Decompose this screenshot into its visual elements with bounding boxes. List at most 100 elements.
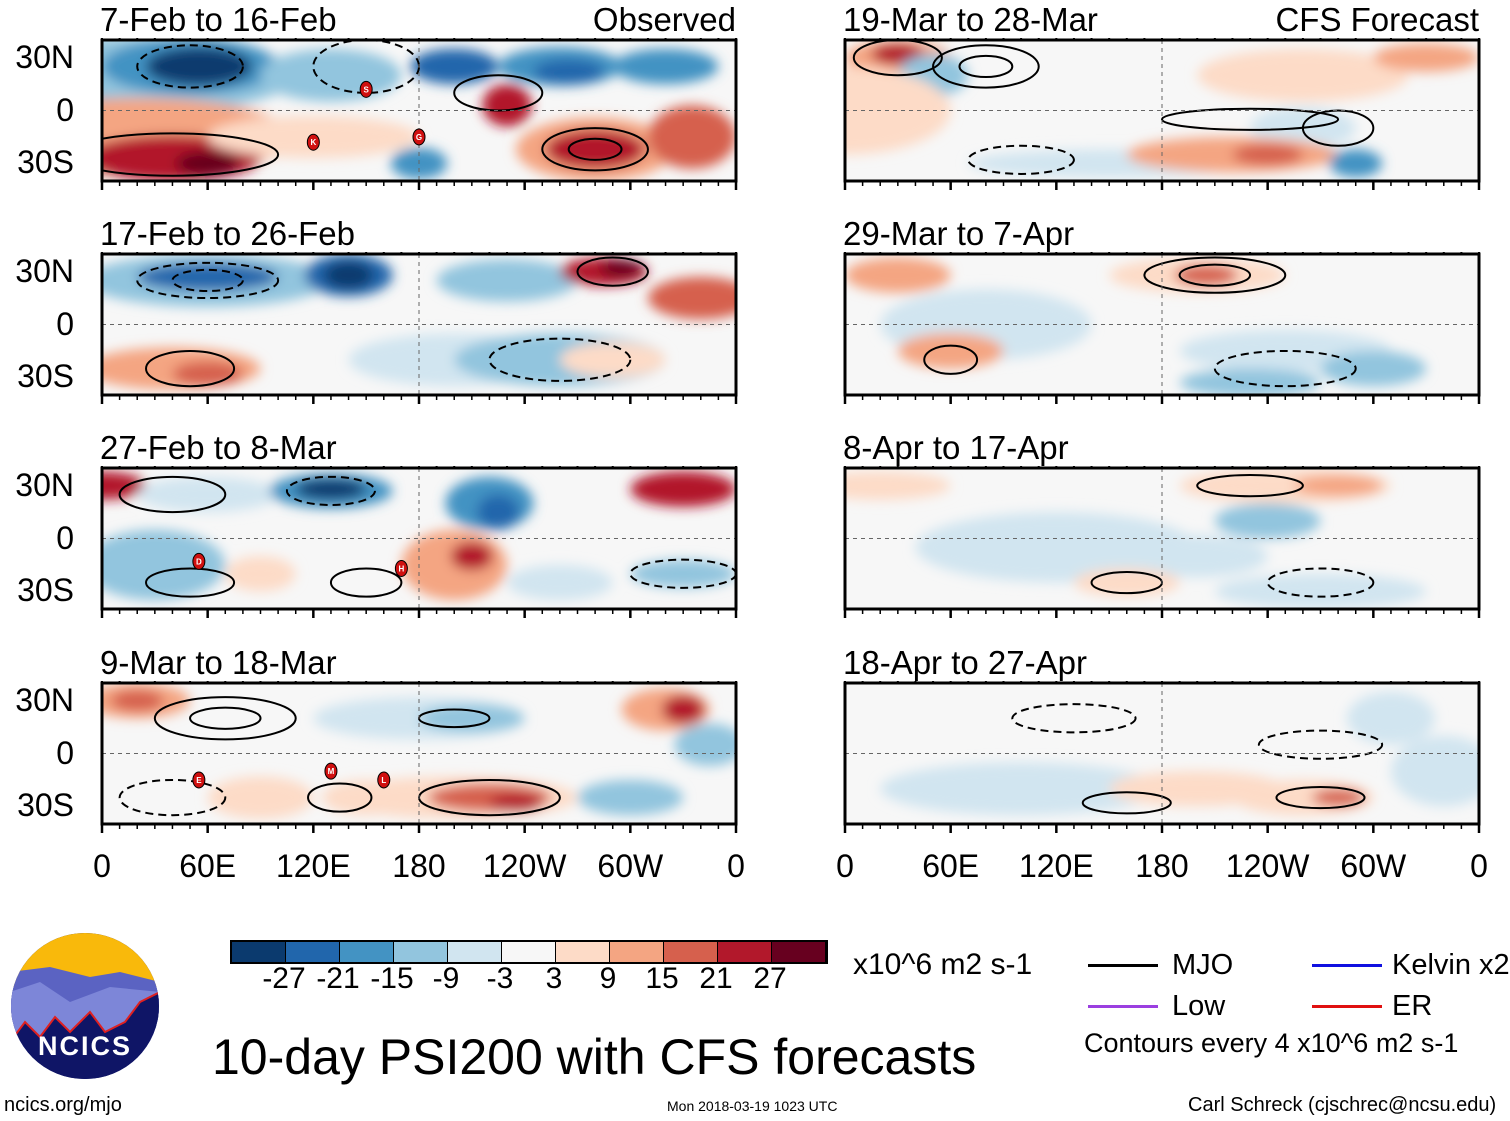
svg-text:L: L — [381, 776, 386, 785]
y-tick-label: 30S — [17, 144, 74, 181]
anomaly-blob — [630, 471, 736, 507]
y-tick-label: 0 — [56, 734, 74, 771]
panel-title: 29-Mar to 7-Apr — [843, 215, 1075, 252]
mjo-contour — [852, 40, 943, 77]
storm-marker-icon: H — [394, 559, 408, 577]
legend-kelvin: Kelvin x2 — [1392, 949, 1510, 981]
anomaly-blob — [450, 542, 493, 571]
anomaly-blob — [1294, 475, 1383, 497]
mjo-contour — [1178, 263, 1252, 287]
legend-low: Low — [1172, 990, 1226, 1022]
colorbar-swatch — [340, 942, 394, 962]
x-tick-label: 120E — [275, 848, 351, 884]
x-tick-label: 180 — [1135, 848, 1189, 884]
y-tick-label: 30N — [15, 252, 74, 289]
legend-er-line — [1312, 1005, 1382, 1008]
anomaly-blob — [1346, 691, 1435, 745]
colorbar-label: -9 — [432, 962, 460, 995]
anomaly-blob — [137, 262, 279, 292]
mjo-contour — [136, 261, 280, 300]
contour-note: Contours every 4 x10^6 m2 s-1 — [1084, 1028, 1459, 1058]
mjo-contour — [1266, 567, 1375, 598]
figure-title: 10-day PSI200 with CFS forecasts — [212, 1029, 977, 1085]
storm-marker-icon: K — [306, 133, 320, 151]
anomaly-blob — [482, 84, 532, 127]
y-tick-label: 30S — [17, 787, 74, 824]
anomaly-blob — [507, 564, 613, 601]
storm-marker-icon: D — [192, 552, 206, 570]
colorbar-label: -21 — [316, 962, 360, 995]
anomaly-blob — [612, 48, 719, 85]
storm-marker-icon: M — [324, 762, 338, 780]
mjo-contour — [923, 344, 979, 375]
map-panel — [843, 38, 1481, 190]
svg-text:M: M — [328, 767, 335, 776]
x-tick-label: 120W — [482, 848, 567, 884]
mjo-contour — [118, 475, 227, 514]
y-tick-label: 0 — [56, 519, 74, 556]
map-panel — [100, 252, 738, 404]
legend-mjo-line — [1088, 964, 1158, 967]
mjo-contour — [576, 256, 649, 287]
anomaly-blob — [102, 529, 226, 601]
panel-title: 7-Feb to 16-Feb — [100, 1, 337, 38]
panel-title: 9-Mar to 18-Mar — [100, 644, 337, 681]
anomaly-blob — [533, 59, 604, 85]
mjo-contour — [1196, 474, 1304, 498]
mjo-contour — [1081, 791, 1172, 815]
panel-title: 8-Apr to 17-Apr — [843, 429, 1069, 466]
colorbar-label: 15 — [645, 962, 679, 995]
mjo-contour — [102, 132, 280, 177]
anomaly-blob — [1179, 368, 1321, 395]
anomaly-blob — [1174, 264, 1238, 286]
panel-tag: CFS Forecast — [1275, 1, 1479, 38]
svg-text:S: S — [363, 85, 369, 94]
anomaly-blob — [1329, 149, 1383, 178]
anomaly-blob — [110, 690, 164, 712]
colorbar-swatch — [610, 942, 664, 962]
colorbar-label: 9 — [599, 962, 617, 995]
anomaly-blob — [102, 471, 147, 500]
colorbar-swatch — [232, 942, 286, 962]
x-tick-label: 0 — [1470, 848, 1488, 884]
colorbar-swatch — [718, 942, 772, 962]
map-panel — [843, 252, 1481, 404]
anomaly-blob — [880, 762, 1162, 816]
mjo-contour — [1257, 729, 1384, 760]
anomaly-blob — [137, 476, 279, 513]
anomaly-blob — [323, 261, 374, 290]
colorbar-swatch — [772, 942, 826, 962]
mjo-contour — [285, 475, 376, 507]
colorbar-swatch — [556, 942, 610, 962]
panel-title: 27-Feb to 8-Mar — [100, 429, 337, 466]
anomaly-blob — [1373, 43, 1479, 72]
anomaly-blob — [630, 559, 736, 588]
colorbar-swatch — [286, 942, 340, 962]
x-tick-label: 0 — [836, 848, 854, 884]
mjo-contour — [153, 696, 297, 741]
anomaly-blob — [897, 333, 1004, 369]
mjo-contour — [958, 54, 1014, 79]
mjo-contour — [1161, 107, 1340, 131]
mjo-contour — [145, 349, 236, 388]
anomaly-blob — [410, 48, 499, 85]
map-panel — [843, 681, 1481, 833]
y-tick-label: 30N — [15, 38, 74, 75]
svg-text:NCICS: NCICS — [38, 1031, 132, 1061]
anomaly-blob — [146, 47, 252, 86]
anomaly-blob — [225, 556, 296, 592]
footer-author[interactable]: Carl Schreck (cjschrec@ncsu.edu) — [1188, 1094, 1497, 1116]
mjo-contour — [567, 137, 623, 161]
mjo-contour — [1301, 109, 1375, 147]
storm-marker-icon: E — [192, 771, 206, 789]
legend-kelvin-line — [1312, 964, 1382, 967]
colorbar-label: 3 — [545, 962, 563, 995]
y-tick-label: 0 — [56, 91, 74, 128]
anomaly-blob — [401, 529, 508, 601]
mjo-contour — [453, 74, 544, 112]
anomaly-blob — [207, 776, 314, 819]
footer-url[interactable]: ncics.org/mjo — [4, 1094, 122, 1116]
colorbar-swatch — [394, 942, 448, 962]
mjo-contour — [329, 567, 403, 598]
